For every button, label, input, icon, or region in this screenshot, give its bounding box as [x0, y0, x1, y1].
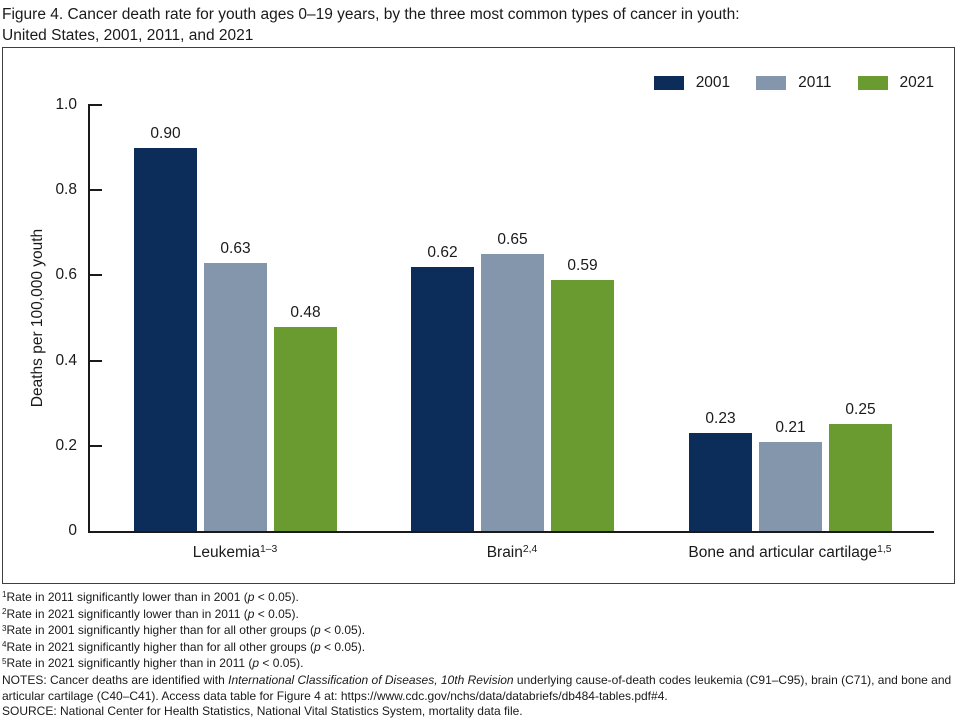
bar-value-label: 0.90 — [150, 125, 181, 142]
footnote-text: underlying cause-of-death codes leukemia… — [2, 672, 952, 703]
footnote-text: NOTES: Cancer deaths are identified with — [2, 672, 229, 687]
footnote-text: < 0.05). — [259, 656, 304, 671]
category-label-leukemia: Leukemia1–3 — [65, 542, 405, 564]
category-label-superscript: 1,5 — [877, 544, 892, 556]
legend-swatch-2011-icon — [756, 76, 787, 90]
footnote-text: < 0.05). — [320, 623, 366, 638]
y-axis-tick — [90, 189, 102, 191]
footnote-4: 4Rate in 2021 significantly higher than … — [2, 640, 956, 657]
footnote-5: 5Rate in 2021 significantly higher than … — [2, 656, 956, 673]
category-label-text: Brain — [486, 544, 523, 561]
footnote-text: Rate in 2021 significantly lower than in… — [6, 606, 248, 621]
footnote-text: < 0.05). — [320, 639, 366, 654]
x-axis-line — [88, 531, 934, 533]
bar-2011-leukemia — [204, 263, 267, 531]
footnote-text: < 0.05). — [254, 590, 299, 604]
footnote-italic-text: p — [313, 639, 321, 654]
footnotes-block: 1Rate in 2011 significantly lower than i… — [2, 590, 956, 720]
y-tick-label: 0.4 — [55, 352, 77, 369]
bar-2011-bone-and-articular-cartilage — [759, 442, 822, 531]
bar-value-label: 0.21 — [775, 419, 806, 436]
bar-2001-bone-and-articular-cartilage — [689, 433, 752, 531]
footnote-number: 1 — [2, 590, 7, 600]
bar-value-label: 0.62 — [427, 244, 458, 261]
legend-item-2021: 2021 — [857, 74, 934, 92]
footnote-italic-text: p — [247, 606, 255, 621]
footnote-number: 5 — [2, 656, 7, 666]
bar-2021-brain — [551, 280, 614, 531]
bar-value-label: 0.65 — [497, 231, 528, 248]
y-axis-line — [88, 104, 90, 532]
footnote-1: 1Rate in 2011 significantly lower than i… — [2, 590, 956, 607]
category-label-superscript: 2,4 — [522, 544, 538, 556]
y-axis-tick — [90, 360, 102, 362]
footnote-text: Rate in 2021 significantly higher than f… — [6, 639, 314, 654]
source-line: SOURCE: National Center for Health Stati… — [2, 704, 523, 719]
bar-2021-bone-and-articular-cartilage — [829, 424, 892, 531]
figure-title-line1: Figure 4. Cancer death rate for youth ag… — [2, 6, 740, 23]
y-tick-label: 0.8 — [55, 181, 77, 198]
y-axis-tick — [90, 274, 102, 276]
footnote-italic-text: p — [247, 590, 255, 604]
y-tick-label: 1.0 — [55, 96, 77, 113]
figure-title: Figure 4. Cancer death rate for youth ag… — [2, 4, 952, 46]
footnote-text: Rate in 2021 significantly higher than i… — [6, 656, 253, 671]
category-label-brain: Brain2,4 — [342, 542, 682, 564]
bar-value-label: 0.25 — [845, 401, 876, 418]
bar-2021-leukemia — [274, 327, 337, 531]
footnote-italic-text: International Classification of Diseases… — [228, 672, 514, 687]
category-label-text: Bone and articular cartilage — [688, 544, 878, 561]
footnote-2: 2Rate in 2021 significantly lower than i… — [2, 607, 956, 624]
legend: 2001 2011 2021 — [653, 74, 934, 92]
bar-2011-brain — [481, 254, 544, 531]
bar-value-label: 0.23 — [705, 410, 736, 427]
footnote-text: < 0.05). — [254, 606, 299, 621]
bar-value-label: 0.48 — [290, 304, 321, 321]
category-label-bone-and-articular-cartilage: Bone and articular cartilage1,5 — [620, 542, 960, 564]
footnote-number: 4 — [2, 640, 7, 650]
footnote-text: Rate in 2011 significantly lower than in… — [6, 590, 248, 604]
bar-2001-brain — [411, 267, 474, 531]
y-tick-label: 0.2 — [55, 437, 77, 454]
y-axis-title: Deaths per 100,000 youth — [29, 228, 46, 408]
footnote-number: 2 — [2, 606, 7, 616]
y-tick-label: 0 — [68, 522, 77, 539]
legend-label: 2001 — [695, 74, 731, 91]
footnote-number: 3 — [2, 623, 7, 633]
footnote-italic-text: p — [313, 623, 321, 638]
chart-frame: 2001 2011 2021 Deaths per 100,000 youth 0 0… — [2, 47, 955, 584]
bar-2001-leukemia — [134, 148, 197, 531]
legend-item-2011: 2011 — [756, 74, 832, 92]
category-label-superscript: 1–3 — [259, 544, 278, 556]
category-label-text: Leukemia — [192, 544, 260, 561]
bar-value-label: 0.59 — [567, 257, 598, 274]
footnote-3: 3Rate in 2001 significantly higher than … — [2, 623, 956, 640]
figure-title-line2: United States, 2001, 2011, and 2021 — [2, 27, 254, 44]
notes-line: NOTES: Cancer deaths are identified with… — [2, 673, 956, 704]
legend-label: 2021 — [899, 74, 934, 91]
y-axis-tick — [90, 104, 102, 106]
legend-item-2001: 2001 — [653, 74, 731, 92]
y-tick-label: 0.6 — [55, 266, 77, 283]
footnote-italic-text: p — [252, 656, 260, 671]
legend-swatch-2021-icon — [857, 76, 888, 90]
footnote-text: Rate in 2001 significantly higher than f… — [6, 623, 314, 638]
legend-swatch-2001-icon — [653, 76, 684, 90]
bar-value-label: 0.63 — [220, 240, 251, 257]
y-axis-tick — [90, 445, 102, 447]
legend-label: 2011 — [798, 74, 832, 91]
